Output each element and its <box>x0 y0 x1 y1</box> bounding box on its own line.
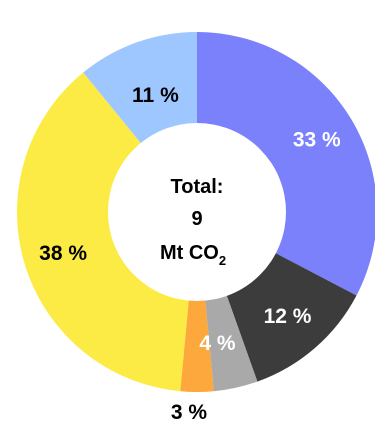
pie-slice <box>17 72 197 392</box>
slice-label: 11 % <box>132 84 179 107</box>
slice-label: 4 % <box>199 332 236 355</box>
center-line-3: Mt CO2 <box>160 242 226 268</box>
donut-hole <box>108 123 286 301</box>
center-line-3-subscript: 2 <box>219 253 226 268</box>
pie-slice <box>180 212 214 393</box>
slice-label: 33 % <box>293 129 341 152</box>
center-line-1: Total: <box>171 176 224 198</box>
center-line-3-main: Mt CO <box>160 242 219 264</box>
slice-label: 38 % <box>39 242 87 265</box>
slice-label: 3 % <box>171 401 208 424</box>
center-line-2: 9 <box>191 208 202 230</box>
slice-label: 12 % <box>264 305 312 328</box>
labels-group: 33 % 12 % 4 % 3 % 38 % 11 % <box>39 84 341 424</box>
